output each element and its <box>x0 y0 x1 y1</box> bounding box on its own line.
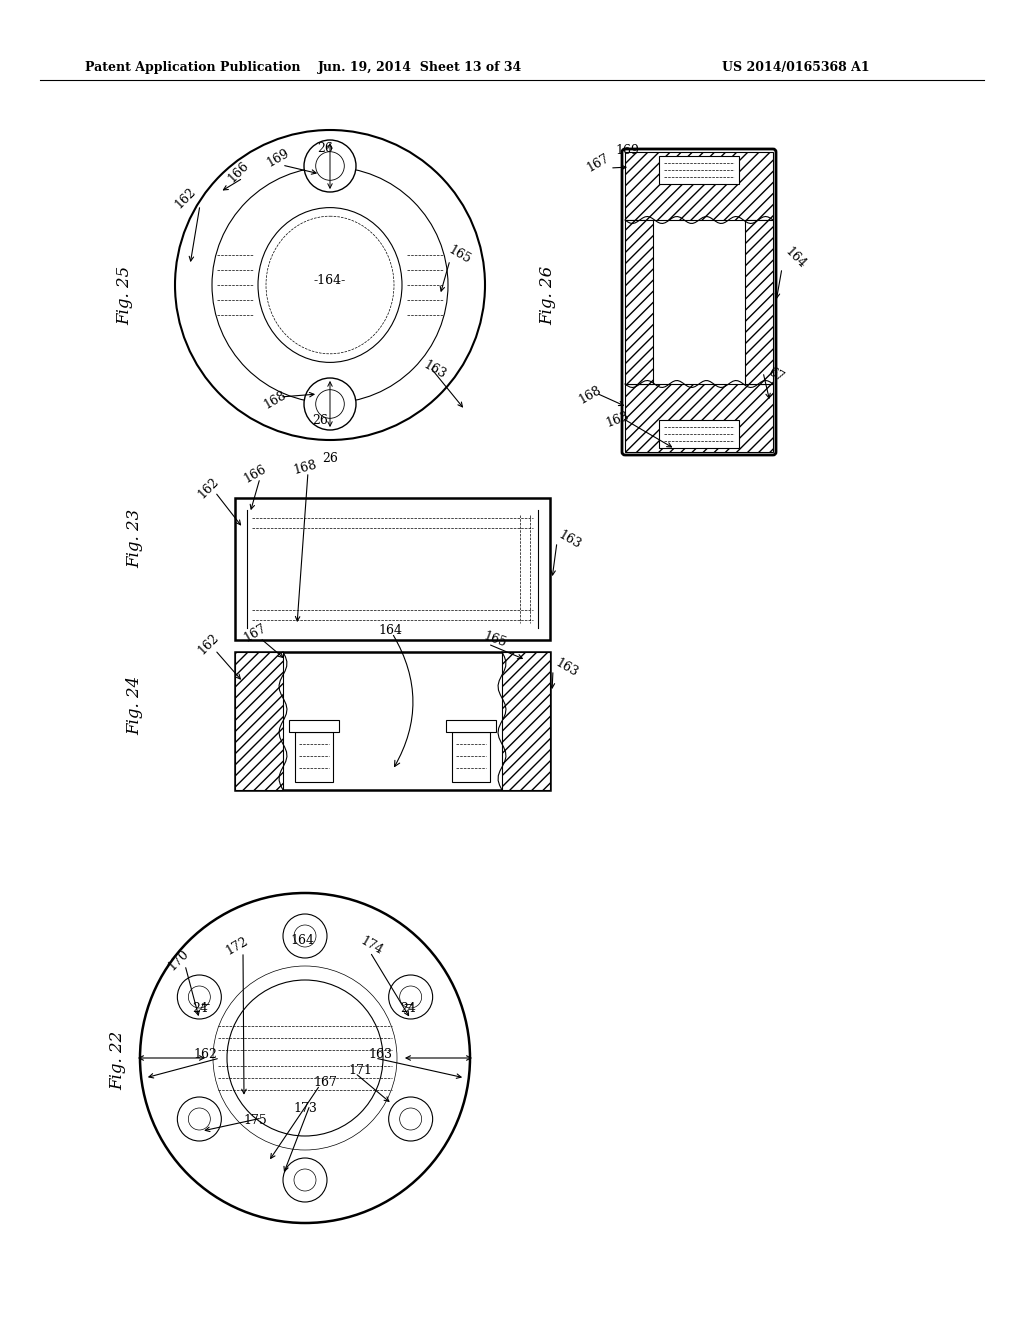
Bar <box>502 652 550 789</box>
Bar <box>446 719 496 733</box>
Bar <box>625 220 653 384</box>
Text: →: → <box>403 1001 413 1010</box>
Circle shape <box>304 140 356 191</box>
Bar <box>452 733 490 781</box>
Circle shape <box>389 975 433 1019</box>
Text: Jun. 19, 2014  Sheet 13 of 34: Jun. 19, 2014 Sheet 13 of 34 <box>317 62 522 74</box>
Text: 172: 172 <box>223 935 251 957</box>
Circle shape <box>389 1097 433 1140</box>
Bar <box>745 220 773 384</box>
Text: 168: 168 <box>292 458 318 478</box>
Text: 164: 164 <box>290 933 314 946</box>
Text: 24: 24 <box>193 1002 208 1015</box>
Bar <box>659 156 739 183</box>
Circle shape <box>304 378 356 430</box>
Text: 166: 166 <box>225 158 251 185</box>
Circle shape <box>283 913 327 958</box>
Text: 163: 163 <box>421 358 449 381</box>
Text: 174: 174 <box>358 935 386 957</box>
Bar <box>234 498 550 640</box>
Text: 26: 26 <box>317 141 333 154</box>
Text: 67: 67 <box>766 366 786 384</box>
Text: 166: 166 <box>242 462 268 486</box>
Text: Fig. 22: Fig. 22 <box>110 1031 127 1089</box>
Bar <box>289 719 339 733</box>
Text: 167: 167 <box>585 152 611 174</box>
Text: Fig. 23: Fig. 23 <box>127 508 143 568</box>
Text: 167: 167 <box>313 1076 337 1089</box>
Text: 24: 24 <box>400 1002 416 1015</box>
Text: 162: 162 <box>195 631 221 657</box>
Bar <box>295 733 333 781</box>
Bar <box>625 384 773 451</box>
Bar <box>659 420 739 447</box>
Text: 165: 165 <box>481 630 509 651</box>
Text: ←: ← <box>201 1001 210 1010</box>
Text: Patent Application Publication: Patent Application Publication <box>85 62 300 74</box>
Text: 26: 26 <box>323 451 338 465</box>
Text: 171: 171 <box>348 1064 372 1077</box>
Text: 167: 167 <box>242 622 268 644</box>
Text: US 2014/0165368 A1: US 2014/0165368 A1 <box>722 62 870 74</box>
Circle shape <box>177 1097 221 1140</box>
Text: 175: 175 <box>243 1114 267 1126</box>
Text: 163: 163 <box>556 528 584 552</box>
Text: 162: 162 <box>195 475 221 502</box>
Text: 162: 162 <box>194 1048 217 1061</box>
Text: Fig. 24: Fig. 24 <box>127 676 143 735</box>
Text: 170: 170 <box>165 946 191 973</box>
Text: 164: 164 <box>782 246 808 271</box>
Bar <box>234 652 550 789</box>
Text: 26: 26 <box>312 413 328 426</box>
Text: 162: 162 <box>172 185 198 211</box>
Text: 169: 169 <box>615 144 639 157</box>
Text: 168: 168 <box>261 388 289 412</box>
Text: Fig. 26: Fig. 26 <box>540 265 556 325</box>
Text: 164: 164 <box>378 623 402 636</box>
Text: Fig. 25: Fig. 25 <box>117 265 133 325</box>
Text: 163: 163 <box>553 656 581 680</box>
Circle shape <box>177 975 221 1019</box>
Text: -164-: -164- <box>314 273 346 286</box>
Text: 163: 163 <box>604 409 632 430</box>
Bar <box>234 652 283 789</box>
Text: 163: 163 <box>368 1048 392 1061</box>
Bar <box>625 152 773 220</box>
Text: 165: 165 <box>446 243 473 267</box>
Text: 168: 168 <box>577 383 603 407</box>
Text: 169: 169 <box>264 147 292 169</box>
Text: 173: 173 <box>293 1101 317 1114</box>
Circle shape <box>283 1158 327 1203</box>
